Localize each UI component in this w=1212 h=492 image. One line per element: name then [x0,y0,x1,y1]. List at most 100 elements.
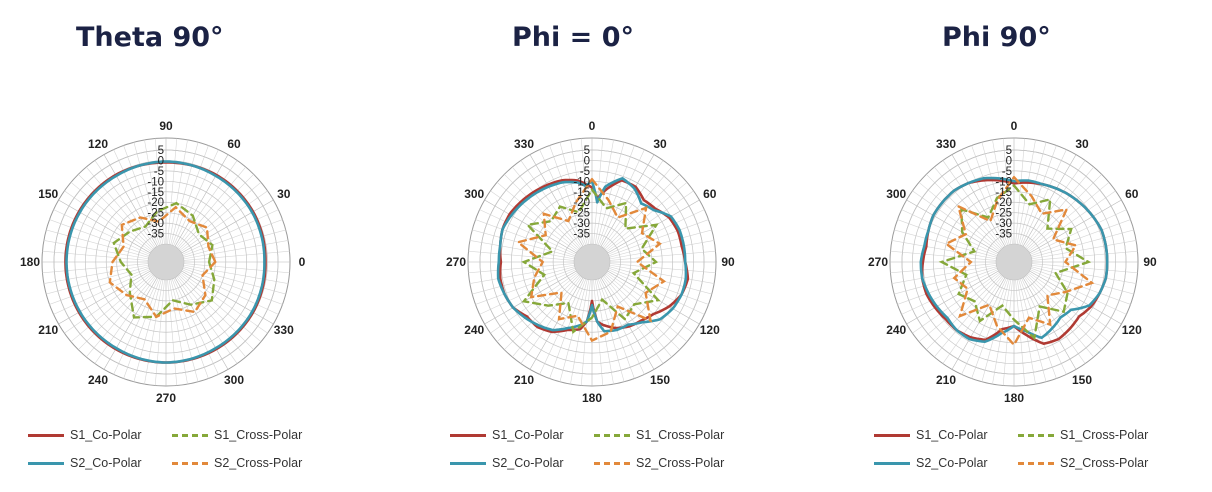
legend-item: S2_Co-Polar [874,456,988,470]
polar-spoke [177,275,246,358]
polar-spoke [176,160,238,248]
series-line [498,178,690,334]
r-tick-label: -30 [573,218,590,230]
polar-chart: 50-5-10-15-20-25-30-35030609012015018021… [446,119,735,405]
polar-spoke [1024,160,1086,248]
polar-spoke [539,149,585,246]
polar-spoke [70,182,153,251]
polar-spoke [182,209,279,255]
polar-spoke [580,138,591,245]
polar-spoke [600,277,655,370]
angle-tick-label: 30 [277,187,291,201]
polar-spoke [58,270,151,325]
angle-tick-label: 270 [156,391,176,405]
polar-spoke [170,142,199,245]
angle-tick-label: 270 [446,255,466,269]
polar-spoke [181,270,274,325]
legend-item: S1_Cross-Polar [172,428,302,442]
angle-tick-label: 0 [589,119,596,133]
polar-spoke [1021,278,1067,375]
polar-spoke [43,240,149,260]
r-tick-label: -5 [580,166,590,178]
legend-item: S1_Co-Polar [450,428,564,442]
legend-item: S2_Cross-Polar [172,456,302,470]
legend-label: S1_Cross-Polar [1060,428,1149,442]
angle-tick-label: 0 [1011,119,1018,133]
polar-grid-ring [74,170,258,354]
polar-spoke [599,149,645,246]
chart-title: Phi 90° [942,22,1051,53]
angle-tick-label: 180 [582,391,602,405]
polar-spoke [179,273,262,342]
polar-spoke [475,219,576,257]
polar-spoke [951,154,1006,247]
angle-tick-label: 150 [650,373,670,387]
angle-tick-label: 120 [88,137,108,151]
angle-tick-label: 210 [38,323,58,337]
polar-spoke [181,199,274,254]
angle-tick-label: 240 [464,323,484,337]
series-line [521,188,661,334]
chart-title: Phi = 0° [512,22,634,53]
polar-spoke [1031,264,1137,284]
r-tick-label: 0 [158,155,164,167]
polar-spoke [609,250,716,261]
polar-spoke [1019,145,1057,246]
polar-spoke [539,278,585,375]
angle-tick-label: 90 [721,255,735,269]
polar-spoke [1025,275,1094,358]
polar-spoke [472,229,575,258]
r-tick-label: -25 [147,208,164,220]
polar-grid-ring [126,222,206,302]
legend-label: S1_Co-Polar [916,428,988,442]
series-line [108,205,217,319]
r-tick-label: 5 [158,145,164,157]
polar-spoke [1019,278,1057,379]
polar-spoke [1030,269,1127,315]
polar-spoke [174,277,229,370]
polar-spoke [144,139,164,245]
polar-spoke [504,274,580,350]
polar-spoke [1002,279,1013,386]
r-tick-label: -25 [995,208,1012,220]
polar-spoke [981,142,1010,245]
angle-tick-label: 330 [274,323,294,337]
polar-spoke [168,139,188,245]
polar-spoke [906,270,999,325]
angle-tick-label: 90 [159,119,173,133]
r-tick-label: -25 [573,208,590,220]
legend-label: S2_Cross-Polar [214,456,303,470]
r-tick-label: -10 [995,176,1012,188]
polar-center [147,243,185,281]
polar-spoke [901,209,998,255]
polar-spoke [570,279,590,385]
polar-spoke [1018,279,1047,382]
polar-spoke [1030,219,1131,257]
polar-spoke [468,250,575,261]
polar-grid-ring [95,191,237,333]
polar-spoke [992,139,1012,245]
angle-tick-label: 150 [1072,373,1092,387]
legend-label: S1_Co-Polar [492,428,564,442]
legend-item: S2_Cross-Polar [594,456,724,470]
polar-spoke [182,267,283,305]
polar-spoke [512,166,581,249]
polar-spoke [183,263,290,274]
polar-spoke [1027,273,1110,342]
legend-label: S1_Cross-Polar [214,428,303,442]
polar-grid-ring [932,180,1096,344]
polar-spoke [78,174,154,250]
polar-spoke [596,142,625,245]
polar-spoke [78,274,154,350]
polar-spoke [94,160,156,248]
r-tick-label: -10 [147,176,164,188]
series-line [938,184,1092,341]
polar-spoke [971,278,1009,379]
polar-grid-ring [531,201,653,323]
polar-spoke [182,269,279,315]
r-tick-label: -5 [154,166,164,178]
legend-label: S2_Cross-Polar [636,456,725,470]
polar-spoke [183,240,289,260]
polar-spoke [479,269,576,315]
legend-item: S1_Co-Polar [28,428,142,442]
